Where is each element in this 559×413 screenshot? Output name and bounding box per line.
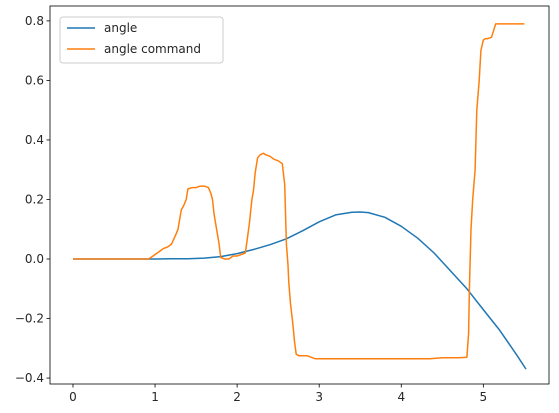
legend-label-angle-command: angle command [104, 42, 201, 56]
x-tick-label: 2 [233, 390, 241, 404]
y-tick-label: 0.4 [25, 133, 44, 147]
y-tick-label: 0.2 [25, 192, 44, 206]
legend: angle angle command [59, 16, 224, 64]
x-tick-label: 4 [397, 390, 405, 404]
x-tick-label: 1 [151, 390, 159, 404]
y-tick-label: 0.8 [25, 14, 44, 28]
y-tick-label: −0.2 [15, 312, 44, 326]
series-line-angle-command [73, 23, 525, 360]
plot-area [73, 23, 527, 370]
legend-box [59, 16, 224, 64]
series-line-angle [73, 211, 527, 370]
x-axis: 0 1 2 3 4 5 [69, 384, 487, 404]
y-tick-label: 0.0 [25, 252, 44, 266]
x-tick-label: 0 [69, 390, 77, 404]
x-tick-label: 5 [480, 390, 488, 404]
y-tick-label: −0.4 [15, 371, 44, 385]
x-tick-label: 3 [315, 390, 323, 404]
legend-label-angle: angle [104, 21, 137, 35]
axes-frame [49, 5, 550, 385]
y-axis: −0.4 −0.2 0.0 0.2 0.4 0.6 0.8 [15, 14, 50, 385]
y-tick-label: 0.6 [25, 73, 44, 87]
